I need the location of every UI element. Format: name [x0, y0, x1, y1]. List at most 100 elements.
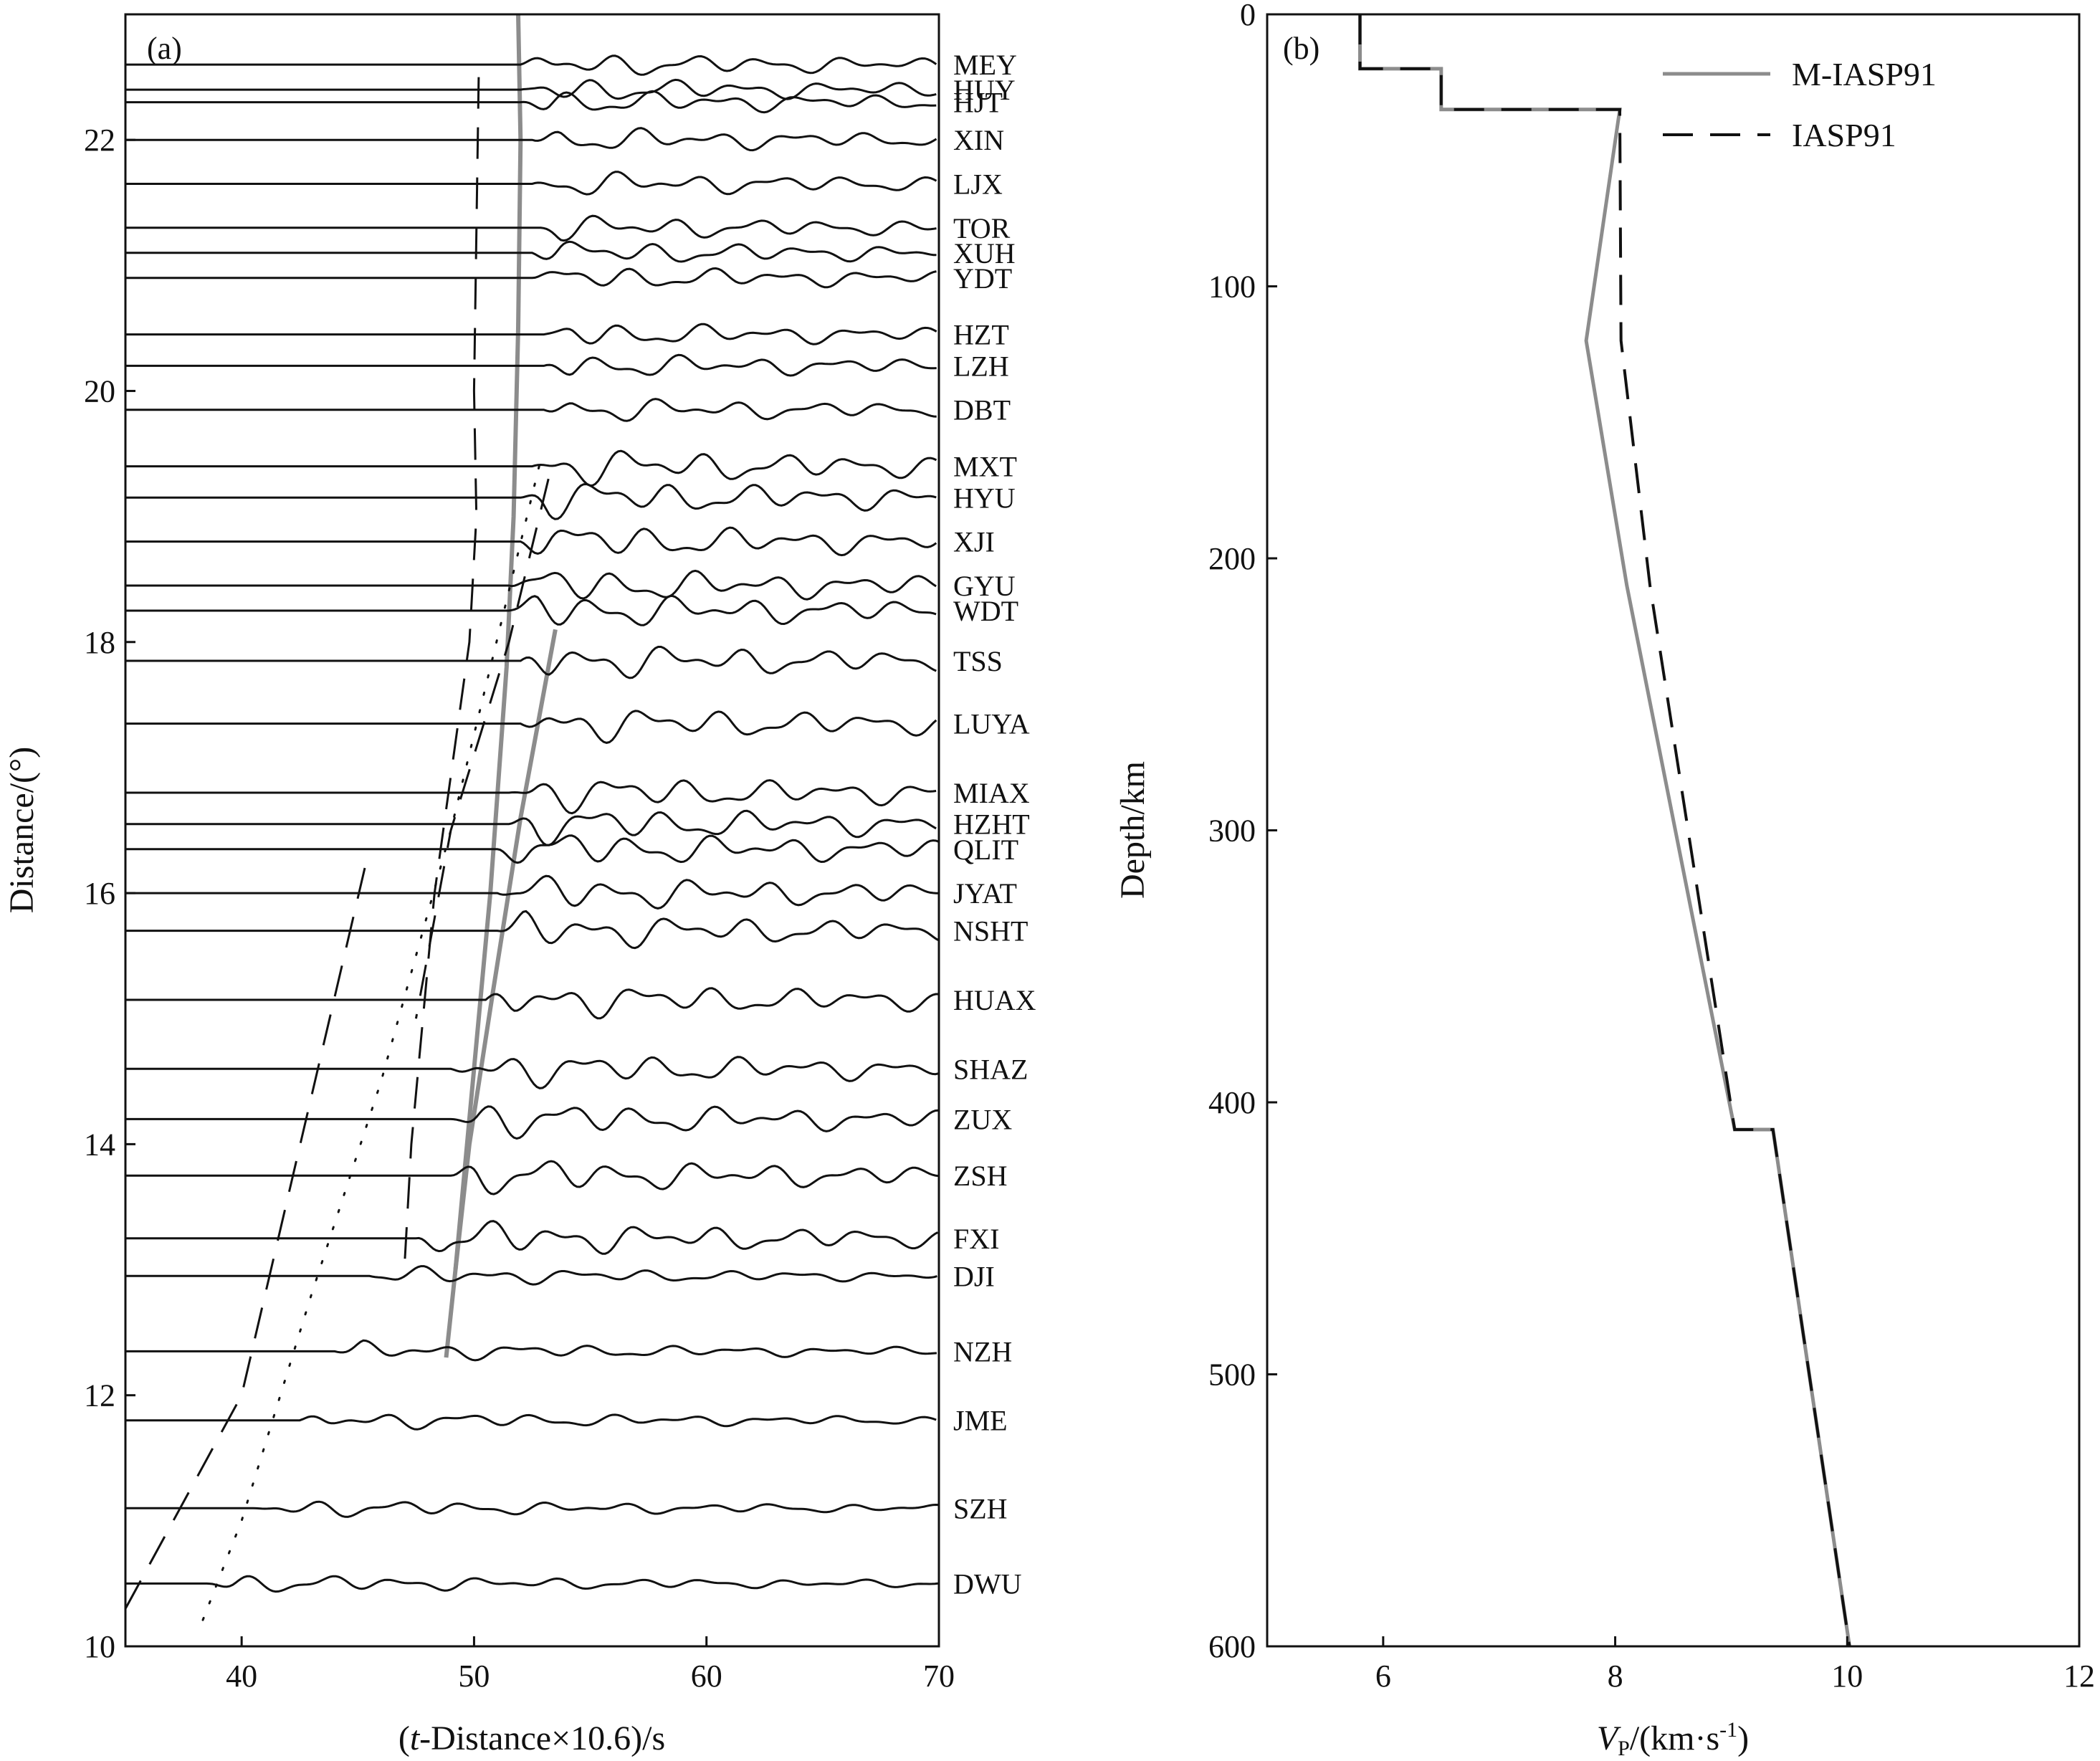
panel-b-ticks: 6 8 10 12 0 100 200 300 400 500 600: [1208, 0, 2095, 1694]
seismogram-trace: [125, 1220, 939, 1255]
x-tick-label: 50: [458, 1659, 490, 1694]
station-label: TSS: [953, 645, 1003, 677]
station-label: SHAZ: [953, 1053, 1028, 1085]
panel-b-label: (b): [1283, 31, 1319, 66]
panel-b-frame: [1266, 13, 2081, 1648]
y-tick-label: 18: [84, 625, 115, 660]
seismogram-trace: [125, 353, 937, 377]
panel-a-x-axis-title: (t-Distance×10.6)/s: [398, 1719, 665, 1757]
station-label: HYU: [953, 482, 1016, 514]
legend-label-iasp91: IASP91: [1792, 117, 1896, 153]
seismogram-trace: [125, 809, 937, 846]
y-tick-label: 400: [1208, 1085, 1256, 1120]
seismogram-trace: [125, 127, 937, 152]
station-label: LJX: [953, 168, 1003, 200]
x-tick-label: 40: [226, 1659, 257, 1694]
x-tick-label: 6: [1375, 1659, 1391, 1694]
seismogram-trace: [125, 910, 940, 950]
station-label: DJI: [953, 1260, 995, 1292]
x-tick-label: 70: [923, 1659, 955, 1694]
station-label: WDT: [953, 595, 1018, 627]
seismogram-trace: [125, 214, 937, 242]
seismogram-trace: [125, 646, 937, 679]
y-tick-label: 16: [84, 876, 115, 911]
seismogram-trace: [125, 569, 937, 601]
station-label: HZT: [953, 319, 1009, 351]
velocity-series: [1358, 14, 1851, 1647]
station-label: HJT: [953, 87, 1003, 119]
y-tick-label: 600: [1208, 1629, 1256, 1664]
y-tick-label: 12: [84, 1378, 115, 1413]
y-tick-label: 200: [1208, 541, 1256, 576]
station-label: NSHT: [953, 915, 1028, 948]
station-label: XIN: [953, 124, 1004, 156]
y-tick-label: 0: [1240, 0, 1256, 32]
station-label: JYAT: [953, 877, 1017, 910]
seismogram-trace: [125, 594, 937, 626]
station-label: GYU: [953, 570, 1016, 602]
x-tick-label: 12: [2063, 1659, 2095, 1694]
y-tick-label: 300: [1208, 813, 1256, 849]
seismogram-trace: [125, 1500, 939, 1518]
seismogram-trace: [125, 240, 937, 263]
panel-a-y-axis-title: Distance/(°): [3, 747, 41, 913]
seismogram-trace: [125, 710, 937, 744]
seismogram-trace: [125, 987, 939, 1020]
seismogram-trace: [125, 78, 937, 100]
station-label: JME: [953, 1405, 1008, 1437]
seismogram-trace: [125, 1056, 939, 1089]
seismogram-trace: [125, 874, 939, 910]
station-label: MEY: [953, 49, 1017, 81]
x-tick-label: 60: [691, 1659, 722, 1694]
seismogram-trace: [125, 1575, 938, 1593]
legend: M-IASP91 IASP91: [1663, 56, 1937, 153]
station-label: HZHT: [953, 808, 1030, 841]
seismogram-trace: [125, 1105, 939, 1140]
station-label: LZH: [953, 350, 1009, 382]
station-label: HUAX: [953, 984, 1036, 1016]
seismogram-trace: [125, 834, 940, 864]
station-label: XJI: [953, 526, 995, 558]
x-tick-label: 10: [1831, 1659, 1863, 1694]
legend-label-m-iasp91: M-IASP91: [1792, 56, 1937, 92]
travel-time-curve-dashed: [414, 478, 550, 1019]
station-label: FXI: [953, 1223, 999, 1255]
station-label: SZH: [953, 1492, 1008, 1524]
station-label: DWU: [953, 1567, 1022, 1600]
station-label: MXT: [953, 451, 1017, 483]
seismogram-trace: [125, 1265, 937, 1286]
y-tick-label: 500: [1208, 1357, 1256, 1393]
y-tick-label: 20: [84, 373, 115, 409]
station-label: NZH: [953, 1335, 1012, 1368]
station-label: XUH: [953, 237, 1016, 269]
station-label: HUY: [953, 74, 1016, 106]
panel-b-x-axis-title: VP/(km·s-1): [1597, 1718, 1749, 1760]
seismogram-trace: [125, 1413, 937, 1431]
y-tick-label: 14: [84, 1127, 115, 1162]
station-label: DBT: [953, 394, 1011, 426]
station-label: ZSH: [953, 1160, 1008, 1192]
velocity-profile-panel: 6 8 10 12 0 100 200 300 400 500 600 (b) Depth/km V…: [1114, 0, 2095, 1760]
seismogram-trace: [125, 398, 937, 422]
travel-time-curves: [124, 14, 558, 1635]
travel-time-curve-dashed: [124, 867, 366, 1610]
panel-b-y-axis-title: Depth/km: [1114, 761, 1152, 899]
travel-time-curve-solid-gray: [453, 629, 558, 1270]
seismogram-trace: [125, 1339, 937, 1362]
panel-a-ticks: 40 50 60 70 10 12 14 16 18 20 22: [84, 123, 955, 1694]
seismogram-trace: [125, 1160, 939, 1196]
seismogram-trace: [125, 482, 937, 520]
y-tick-label: 10: [84, 1629, 115, 1664]
seismogram-trace: [125, 779, 937, 815]
station-label: LUYA: [953, 708, 1030, 740]
seismogram-trace: [125, 526, 937, 557]
y-tick-label: 100: [1208, 269, 1256, 305]
station-label: YDT: [953, 262, 1012, 295]
seismogram-traces: [125, 54, 940, 1593]
y-tick-label: 22: [84, 123, 115, 158]
station-label: TOR: [953, 212, 1011, 244]
station-label: QLIT: [953, 834, 1018, 866]
